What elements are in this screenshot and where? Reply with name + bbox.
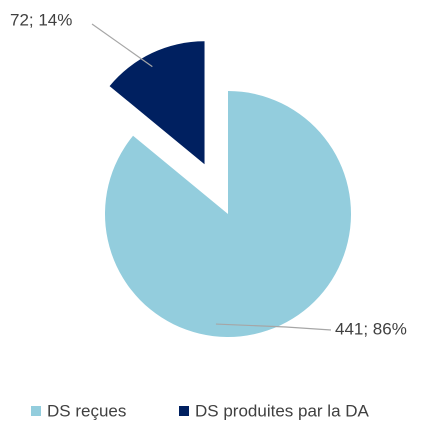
legend-marker	[31, 406, 41, 416]
legend-label: DS produites par la DA	[195, 401, 370, 420]
pie-slice	[104, 91, 352, 337]
leader-line	[91, 23, 153, 68]
data-label: 72; 14%	[10, 10, 72, 29]
pie-slice	[109, 41, 205, 165]
leader-line	[215, 323, 332, 331]
data-label: 441; 86%	[335, 319, 407, 338]
legend-marker	[179, 406, 189, 416]
legend-label: DS reçues	[47, 401, 126, 420]
